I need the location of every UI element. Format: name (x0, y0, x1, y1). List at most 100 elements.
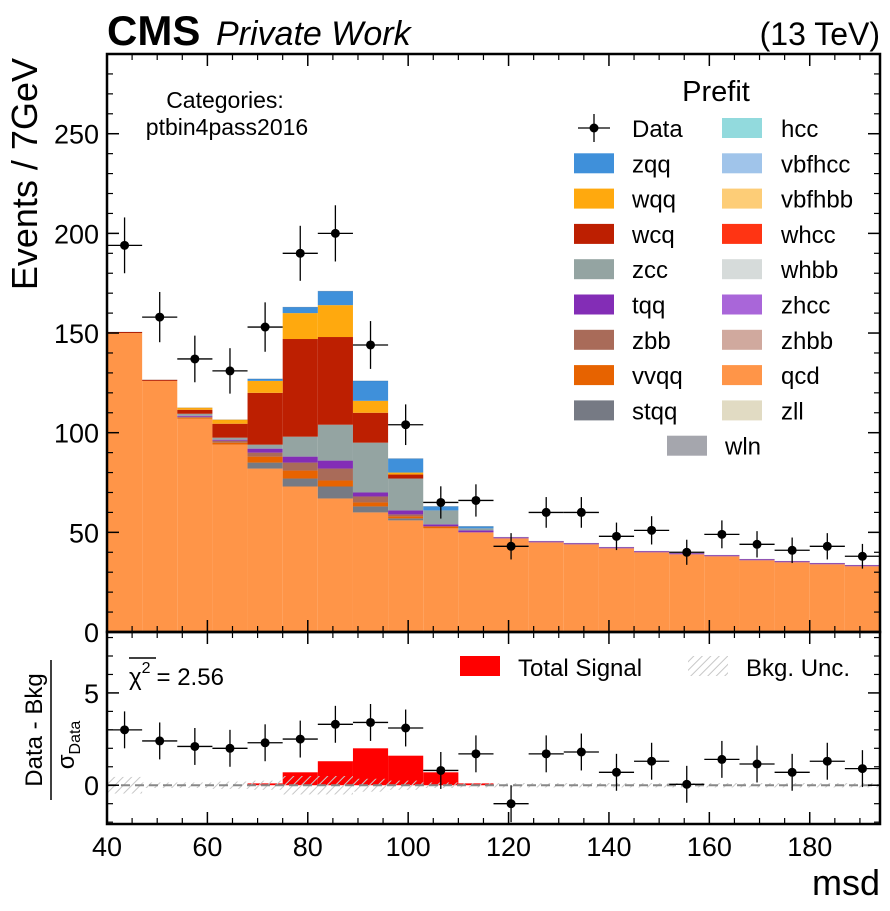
bar-wcq-0 (107, 332, 143, 334)
bar-vvqq-2 (177, 417, 213, 419)
x-tick-label-120: 120 (486, 832, 531, 862)
legend: Data hcc zqq wqq wcq zcc tqq zbb vvqq stqq vbfhcc v… (574, 114, 853, 461)
data-point-9 (423, 486, 459, 519)
pull-point-5 (282, 720, 318, 758)
legend-item-stqq: stqq (574, 398, 677, 425)
bar-tqq-6 (317, 460, 353, 469)
pull-point-1 (142, 722, 178, 760)
data-point-3 (212, 348, 248, 394)
data-point-16 (669, 539, 705, 565)
data-point-2 (177, 335, 213, 383)
ratio-axes: 40 60 80 100 120 140 160 180 0 5 (84, 630, 882, 862)
bar-zcc-5 (282, 436, 318, 457)
signal-bar-8 (388, 755, 424, 786)
legend-item-whcc: whcc (722, 222, 836, 249)
svg-text:hcc: hcc (781, 116, 818, 143)
svg-text:stqq: stqq (632, 398, 677, 425)
ratio-y-label: Data - Bkg σData (21, 660, 84, 800)
legend-item-zcc: zcc (574, 257, 668, 284)
bar-zbb-4 (247, 452, 283, 457)
bar-qcd-3 (212, 444, 248, 632)
bar-qcd-0 (107, 333, 143, 632)
bar-qcd-4 (247, 468, 283, 632)
bar-qcd-1 (142, 380, 178, 632)
data-point-7 (352, 321, 389, 369)
bar-qcd-17 (704, 556, 740, 632)
data-point-18 (739, 531, 775, 558)
bar-tqq-13 (563, 543, 599, 545)
pull-point-13 (563, 733, 599, 771)
category-title: Categories: (166, 87, 284, 113)
bar-zcc-6 (317, 424, 353, 461)
bar-tqq-15 (634, 551, 670, 553)
bar-wcq-3 (212, 423, 248, 438)
legend-item-whbb: whbb (722, 257, 838, 284)
bar-zqq-6 (317, 291, 353, 306)
svg-text:zhcc: zhcc (781, 293, 830, 320)
data-point-6 (317, 205, 353, 262)
bar-wcq-1 (142, 379, 178, 381)
bar-qcd-12 (528, 542, 564, 632)
cms-label: CMS (107, 7, 200, 54)
legend-item-zbb: zbb (574, 328, 671, 355)
data-point-11 (493, 533, 529, 560)
legend-item-wqq: wqq (574, 187, 676, 214)
svg-text:zbb: zbb (632, 328, 671, 355)
bar-qcd-15 (634, 552, 670, 632)
ratio-data-points (107, 704, 880, 823)
bar-zbb-3 (212, 440, 248, 443)
bar-zqq-7 (352, 380, 389, 401)
bkg-unc-band-17 (704, 783, 740, 788)
bar-wqq-7 (352, 400, 389, 413)
legend-item-wln: wln (667, 434, 761, 461)
bkg-unc-band-15 (634, 783, 670, 788)
pull-point-14 (598, 753, 635, 791)
bar-tqq-8 (388, 510, 424, 515)
data-point-21 (844, 543, 880, 569)
svg-text:whcc: whcc (780, 222, 836, 249)
data-point-1 (142, 291, 178, 343)
bar-qcd-20 (809, 564, 845, 632)
bar-zqq-8 (388, 458, 424, 473)
legend-item-vvqq: vvqq (574, 363, 683, 390)
bar-tqq-9 (423, 524, 459, 527)
pull-point-15 (634, 742, 670, 780)
bkg-unc-band-5 (282, 776, 318, 795)
bar-qcd-6 (317, 498, 353, 632)
main-axes-y-tick-label-0: 0 (84, 618, 99, 648)
bar-zcc-7 (352, 442, 389, 493)
pull-point-7 (352, 704, 389, 741)
bar-tqq-10 (458, 530, 494, 533)
y-axis-label: Events / 7GeV (4, 58, 45, 290)
pull-point-3 (212, 729, 248, 767)
bar-stqq-7 (352, 506, 389, 513)
bar-qcd-2 (177, 418, 213, 632)
ratio-axes-y-tick-label-0: 0 (84, 771, 99, 801)
pull-point-8 (388, 709, 424, 747)
svg-text:wcq: wcq (631, 222, 675, 249)
energy-label: (13 TeV) (760, 16, 880, 52)
data-point-14 (598, 522, 635, 551)
data-point-8 (388, 404, 424, 446)
bar-wcq-8 (388, 474, 424, 479)
bar-qcd-14 (598, 548, 635, 632)
pull-point-17 (704, 740, 740, 778)
bar-tqq-7 (352, 492, 389, 497)
bar-stqq-4 (247, 462, 283, 469)
legend-title: Prefit (682, 76, 750, 108)
bar-tqq-12 (528, 541, 564, 543)
legend-item-zqq: zqq (574, 151, 671, 178)
data-point-0 (107, 217, 143, 274)
bar-vvqq-6 (317, 480, 353, 487)
bar-vvqq-5 (282, 470, 318, 479)
bar-zbb-5 (282, 462, 318, 471)
bar-zcc-3 (212, 437, 248, 440)
svg-text:qcd: qcd (781, 363, 820, 390)
main-axes-y-tick-label-200: 200 (54, 219, 99, 249)
category-name: ptbin4pass2016 (146, 114, 308, 140)
ratio-axes-frame (105, 630, 882, 826)
bkg-unc-band-13 (563, 783, 599, 788)
private-work-label: Private Work (216, 15, 413, 53)
